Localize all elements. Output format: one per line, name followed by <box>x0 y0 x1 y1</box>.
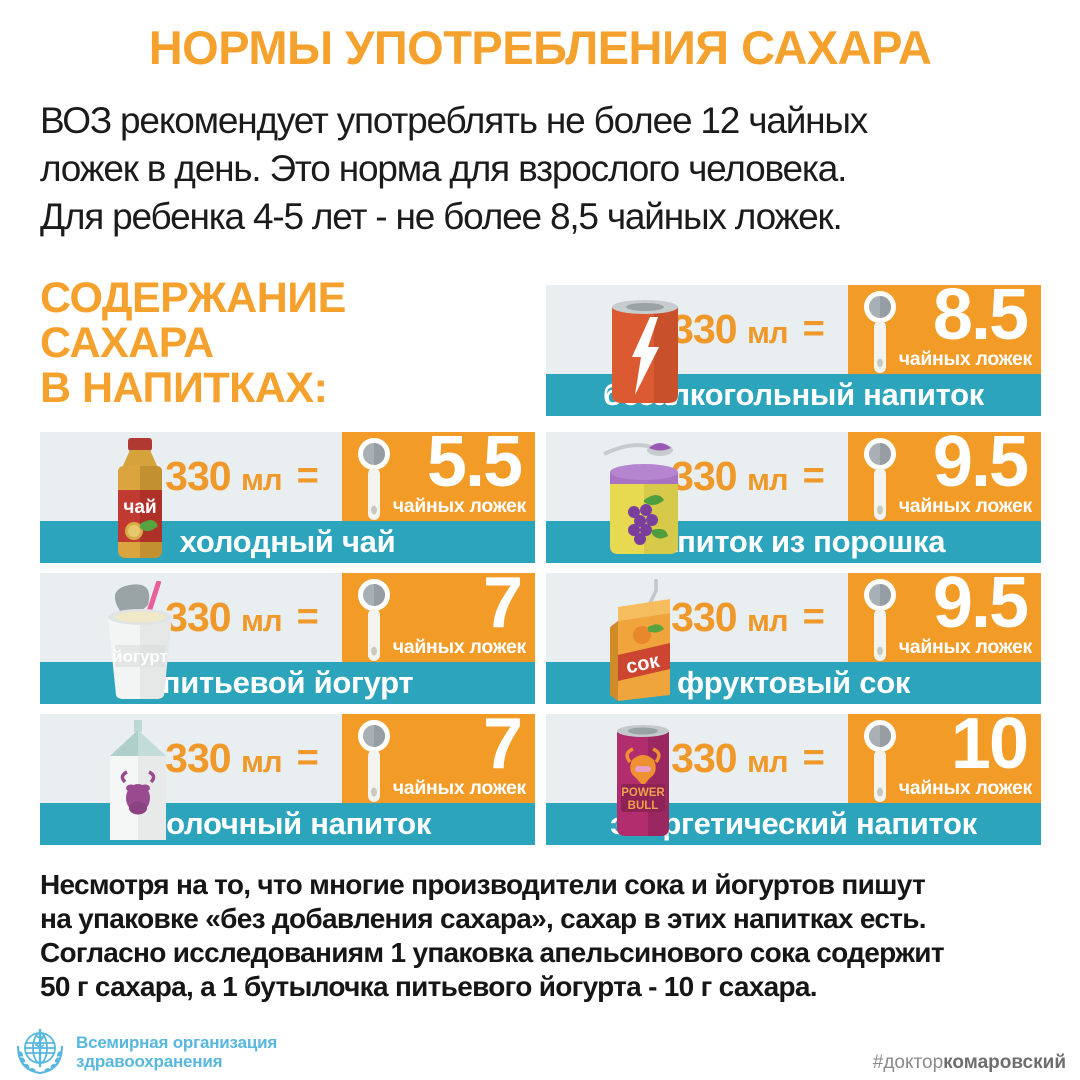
sugar-panel: 5.5 чайных ложек <box>342 426 535 523</box>
who-name: Всемирная организация здравоохранения <box>76 1033 278 1071</box>
drink-card: 330 мл = 9.5 чайных ложек напиток из пор… <box>546 426 1041 563</box>
footnote-line: Несмотря на то, что многие производители… <box>40 869 926 900</box>
drink-card: 330 мл = 7 чайных ложек молочный напиток <box>40 708 535 847</box>
ice-tea-bottle-icon: чай <box>102 438 178 565</box>
svg-text:BULL: BULL <box>628 800 659 812</box>
who-logo-icon <box>17 1029 63 1075</box>
drink-name-banner: энергетический напиток <box>546 803 1041 845</box>
equals-sign: = <box>802 455 825 497</box>
page-title: НОРМЫ УПОТРЕБЛЕНИЯ САХАРА <box>148 21 932 74</box>
soda-can-icon <box>602 295 688 412</box>
teaspoon-icon <box>856 578 904 664</box>
drink-card: йогурт 330 мл = 7 чайных ложек питьевой … <box>40 567 535 704</box>
teaspoon-count: 5.5 <box>426 422 523 502</box>
sugar-panel: 9.5 чайных ложек <box>848 567 1041 664</box>
volume-equation: 330 мл = <box>152 573 332 662</box>
intro-line: Для ребенка 4-5 лет - не более 8,5 чайны… <box>40 196 843 237</box>
who-logo-block: Всемирная организация здравоохранения <box>14 1026 277 1078</box>
drink-card: сок 330 мл = 9.5 чайных ложек фруктовый … <box>546 567 1041 706</box>
teaspoon-unit-label: чайных ложек <box>392 495 527 517</box>
juice-box-icon: сок <box>598 577 690 706</box>
intro-paragraph: ВОЗ рекомендует употреблять не более 12 … <box>40 97 868 241</box>
teaspoon-unit-label: чайных ложек <box>898 348 1033 370</box>
teaspoon-unit-label: чайных ложек <box>898 777 1033 799</box>
volume-equation: 330 мл = <box>658 714 838 803</box>
section-heading-line: СОДЕРЖАНИЕ <box>40 274 346 322</box>
teaspoon-count: 7 <box>482 563 523 643</box>
teaspoon-icon <box>350 719 398 805</box>
footnote-line: Согласно исследованиям 1 упаковка апельс… <box>40 937 945 968</box>
teaspoon-unit-label: чайных ложек <box>392 636 527 658</box>
footnote-line: 50 г сахара, а 1 бутылочка питьевого йог… <box>40 971 818 1002</box>
equals-sign: = <box>296 737 319 779</box>
powder-jar-icon <box>594 438 694 563</box>
teaspoon-unit-label: чайных ложек <box>898 495 1033 517</box>
yogurt-cup-icon: йогурт <box>90 580 190 704</box>
volume-amount: 330 мл <box>671 594 788 640</box>
equals-sign: = <box>296 596 319 638</box>
teaspoon-icon <box>856 719 904 805</box>
drink-card: POWER BULL 330 мл = 10 чайных ложек энер… <box>546 708 1041 847</box>
footnote-paragraph: Несмотря на то, что многие производители… <box>40 868 945 1004</box>
volume-amount: 330 мл <box>165 735 282 781</box>
drink-card: 330 мл = 8.5 чайных ложек безалкогольный… <box>546 279 1041 416</box>
energy-can-icon: POWER BULL <box>608 720 678 847</box>
section-heading-line: САХАРА <box>40 319 214 367</box>
teaspoon-count: 10 <box>950 704 1029 784</box>
volume-amount: 330 мл <box>165 453 282 499</box>
teaspoon-count: 8.5 <box>932 275 1029 355</box>
volume-equation: 330 мл = <box>658 285 838 374</box>
teaspoon-icon <box>856 437 904 523</box>
volume-equation: 330 мл = <box>658 432 838 521</box>
teaspoon-count: 9.5 <box>932 563 1029 643</box>
equals-sign: = <box>802 308 825 350</box>
volume-amount: 330 мл <box>671 735 788 781</box>
section-heading-line: В НАПИТКАХ: <box>40 364 328 412</box>
teaspoon-unit-label: чайных ложек <box>392 777 527 799</box>
intro-line: ВОЗ рекомендует употреблять не более 12 … <box>40 100 868 141</box>
equals-sign: = <box>802 596 825 638</box>
svg-text:чай: чай <box>123 497 156 518</box>
drink-card: чай 330 мл = 5.5 чайных ложек холодный ч… <box>40 426 535 565</box>
volume-amount: 330 мл <box>671 453 788 499</box>
equals-sign: = <box>802 737 825 779</box>
volume-equation: 330 мл = <box>658 573 838 662</box>
section-heading: СОДЕРЖАНИЕ САХАРА В НАПИТКАХ: <box>40 276 346 411</box>
svg-text:POWER: POWER <box>621 787 665 799</box>
teaspoon-unit-label: чайных ложек <box>898 636 1033 658</box>
volume-equation: 330 мл = <box>152 714 332 803</box>
sugar-panel: 8.5 чайных ложек <box>848 279 1041 376</box>
equals-sign: = <box>296 455 319 497</box>
sugar-panel: 9.5 чайных ложек <box>848 426 1041 523</box>
footnote-line: на упаковке «без добавления сахара», сах… <box>40 903 927 934</box>
teaspoon-icon <box>350 437 398 523</box>
hashtag: #докторкомаровский <box>872 1052 1066 1073</box>
teaspoon-icon <box>350 578 398 664</box>
milk-carton-icon <box>98 720 178 847</box>
intro-line: ложек в день. Это норма для взрослого че… <box>40 148 847 189</box>
teaspoon-count: 9.5 <box>932 422 1029 502</box>
sugar-panel: 7 чайных ложек <box>342 567 535 664</box>
sugar-panel: 7 чайных ложек <box>342 708 535 805</box>
teaspoon-count: 7 <box>482 704 523 784</box>
svg-text:йогурт: йогурт <box>112 647 168 666</box>
volume-amount: 330 мл <box>671 306 788 352</box>
sugar-panel: 10 чайных ложек <box>848 708 1041 805</box>
volume-amount: 330 мл <box>165 594 282 640</box>
volume-equation: 330 мл = <box>152 432 332 521</box>
teaspoon-icon <box>856 290 904 376</box>
